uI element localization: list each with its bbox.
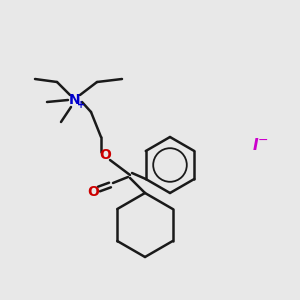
Text: I: I bbox=[252, 137, 258, 152]
Text: −: − bbox=[258, 134, 268, 146]
Text: O: O bbox=[87, 185, 99, 199]
Text: +: + bbox=[77, 100, 85, 110]
Text: N: N bbox=[69, 93, 81, 107]
Text: O: O bbox=[99, 148, 111, 162]
